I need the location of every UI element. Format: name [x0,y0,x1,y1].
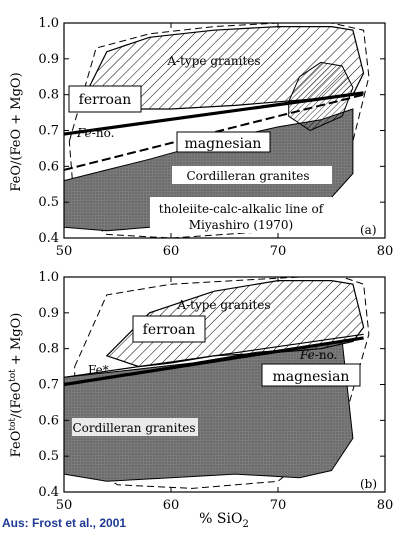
fe-no-label-b: Fe-no. [299,348,337,362]
magnesian-label-a: magnesian [185,136,262,152]
cordilleran-box-a [172,166,332,184]
ferroan-box-b [132,315,206,343]
x-tick-label-b: 70 [270,498,287,513]
panel-b-labels: A-type granites ferroan magnesian Fe-no.… [8,298,377,530]
a-type-label-b: A-type granites [176,298,270,312]
y-tick-label-b: 0.7 [38,378,59,393]
x-tick-label-a: 60 [163,244,180,259]
dashed-envelope-a [68,23,370,238]
magnesian-box-b [261,363,361,387]
panel-b-ylabel: FeOtot/(FeOtot + MgO) [8,313,24,458]
x-tick-label-a: 70 [270,244,287,259]
a-type-label-a: A-type granites [166,54,260,68]
cordilleran-label-a: Cordilleran granites [186,169,309,183]
y-tick-label-a: 0.9 [38,52,59,67]
y-tick-label-a: 0.7 [38,124,59,139]
source-credit: Aus: Frost et al., 2001 [2,516,127,530]
ferroan-label-a: ferroan [79,92,132,108]
fe-number-line-b [64,336,364,387]
x-tick-label-b: 50 [56,498,73,513]
panel-a-ylabel: FeO/(FeO + MgO) [9,72,24,191]
a-type-inner-region-a [288,61,354,132]
x-tick-label-a: 50 [56,244,73,259]
dashed-envelope-b [74,277,370,489]
panel-a: 50 60 70 80 0.4 0.5 0.6 0.7 0.8 0.9 1.0 ferroan A-… [9,16,393,259]
miyashiro-box-a [150,197,332,233]
y-tick-label-b: 0.6 [38,413,59,428]
y-tick-label-a: 1.0 [38,16,59,31]
ferroan-box-a [68,85,142,113]
x-tick-label-b: 60 [163,498,180,513]
y-tick-label-a: 0.4 [38,231,59,246]
x-tick-label-a: 80 [377,244,394,259]
fe-number-line-a [64,91,364,136]
miyashiro-label-line1: tholeiite-calc-alkalic line of [159,202,325,216]
a-type-region-b [105,280,365,368]
fe-star-label-b: Fe* [88,363,109,377]
panel-b-letter: (b) [360,477,377,491]
x-tick-label-b: 80 [377,498,394,513]
y-tick-label-b: 1.0 [38,270,59,285]
y-tick-label-b: 0.8 [38,342,59,357]
y-tick-label-a: 0.6 [38,159,59,174]
panel-b: 50 60 70 80 0.4 0.5 0.6 0.7 0.8 0.9 1.0 A-type gra… [8,270,393,530]
x-axis-label: % SiO2 [199,511,249,530]
fe-star-line-b [64,333,364,378]
cordilleran-box-b [72,418,198,436]
magnesian-box-a [176,131,271,153]
cordilleran-label-b: Cordilleran granites [72,421,195,435]
y-tick-label-a: 0.8 [38,88,59,103]
y-tick-label-b: 0.9 [38,306,59,321]
y-tick-label-b: 0.5 [38,449,59,464]
panel-a-ticks: 50 60 70 80 0.4 0.5 0.6 0.7 0.8 0.9 1.0 [38,16,393,259]
panel-b-ticks: 50 60 70 80 0.4 0.5 0.6 0.7 0.8 0.9 1.0 [38,270,393,513]
miyashiro-label-line2: Miyashiro (1970) [189,218,293,232]
panel-a-letter: (a) [360,223,377,237]
y-tick-label-a: 0.5 [38,195,59,210]
magnesian-label-b: magnesian [273,369,350,385]
y-tick-label-b: 0.4 [38,485,59,500]
fe-no-label-a: Fe-no. [76,126,114,140]
ferroan-label-b: ferroan [143,322,196,338]
panel-a-labels: ferroan A-type granites magnesian Cordil… [9,54,377,237]
